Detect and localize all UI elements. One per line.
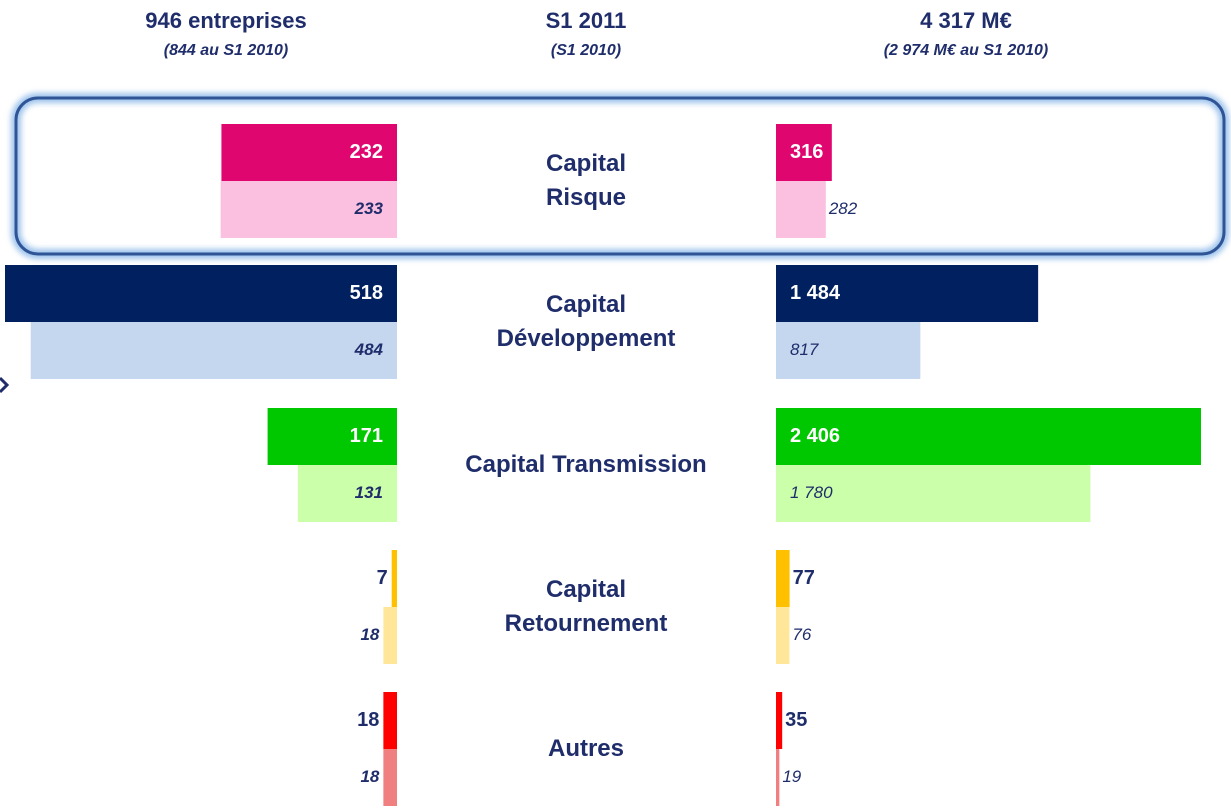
left-value-label: 7 bbox=[377, 567, 388, 589]
left-bar bbox=[5, 265, 397, 322]
right-subtitle: (2 974 M€ au S1 2010) bbox=[883, 42, 1049, 59]
left-subtitle: (844 au S1 2010) bbox=[163, 42, 289, 59]
left-value-label: 232 bbox=[350, 141, 383, 163]
category-label: Autres bbox=[547, 735, 625, 762]
left-value-label: 171 bbox=[350, 425, 383, 447]
center-title: S1 2011 bbox=[545, 8, 627, 33]
left-bar bbox=[383, 749, 397, 806]
left-value-label: 518 bbox=[350, 282, 383, 304]
center-subtitle: (S1 2010) bbox=[550, 42, 622, 59]
left-bar bbox=[383, 607, 397, 664]
category-label: Capital Transmission bbox=[465, 451, 707, 478]
left-value-label: 18 bbox=[360, 767, 379, 786]
left-bar bbox=[221, 124, 397, 181]
left-bar bbox=[391, 550, 397, 607]
right-value-label: 316 bbox=[790, 141, 823, 163]
right-bar bbox=[776, 465, 1091, 522]
left-value-label: 233 bbox=[354, 199, 384, 218]
right-title: 4 317 M€ bbox=[920, 8, 1012, 33]
left-value-label: 131 bbox=[355, 483, 383, 502]
left-bar bbox=[267, 408, 397, 465]
right-bar bbox=[776, 607, 790, 664]
right-value-label: 1 780 bbox=[790, 483, 833, 502]
right-bar bbox=[776, 692, 783, 749]
left-bar bbox=[297, 465, 397, 522]
left-value-label: 18 bbox=[360, 625, 379, 644]
right-bar bbox=[776, 181, 826, 238]
left-title: 946 entreprises bbox=[145, 8, 307, 33]
right-bar bbox=[776, 550, 790, 607]
right-bar bbox=[776, 124, 832, 181]
right-value-label: 77 bbox=[793, 567, 815, 589]
right-value-label: 2 406 bbox=[790, 425, 840, 447]
category-label: Capital Développement bbox=[496, 291, 676, 352]
right-value-label: 282 bbox=[828, 199, 858, 218]
arrow bbox=[0, 376, 10, 394]
right-value-label: 817 bbox=[790, 340, 819, 359]
right-value-label: 35 bbox=[785, 709, 807, 731]
right-bar bbox=[776, 322, 921, 379]
left-value-label: 18 bbox=[357, 709, 379, 731]
category-label: Capital Risque bbox=[545, 150, 626, 211]
right-value-label: 1 484 bbox=[790, 282, 841, 304]
left-value-label: 484 bbox=[354, 340, 384, 359]
right-bar bbox=[776, 265, 1039, 322]
right-bar bbox=[776, 408, 1201, 465]
right-value-label: 19 bbox=[782, 767, 801, 786]
left-bar bbox=[383, 692, 397, 749]
right-value-label: 76 bbox=[792, 625, 811, 644]
right-bar bbox=[776, 749, 780, 806]
highlight-frame bbox=[14, 96, 1226, 256]
left-bar bbox=[220, 181, 397, 238]
left-bar bbox=[30, 322, 397, 379]
category-label: Capital Retournement bbox=[504, 576, 668, 637]
